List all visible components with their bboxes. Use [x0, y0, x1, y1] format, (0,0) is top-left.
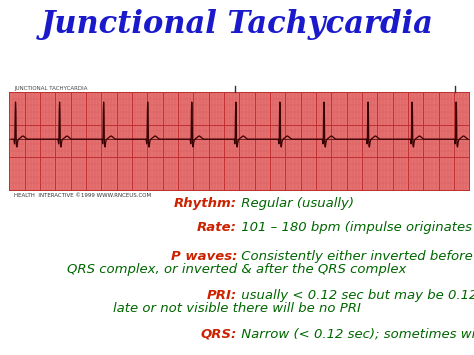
- Text: 101 – 180 bpm (impulse originates from AV junction): 101 – 180 bpm (impulse originates from A…: [237, 221, 474, 234]
- Text: QRS:: QRS:: [201, 327, 237, 340]
- Text: QRS complex, or inverted & after the QRS complex: QRS complex, or inverted & after the QRS…: [67, 263, 407, 276]
- Text: Junctional Tachycardia: Junctional Tachycardia: [41, 9, 433, 40]
- Text: Regular (usually): Regular (usually): [237, 197, 354, 210]
- Text: Consistently either inverted before QRS, hidden in: Consistently either inverted before QRS,…: [237, 250, 474, 263]
- Text: usually < 0.12 sec but may be 0.12 – 0.20 sec; if P wave is: usually < 0.12 sec but may be 0.12 – 0.2…: [237, 289, 474, 302]
- Text: P waves:: P waves:: [171, 250, 237, 263]
- Text: late or not visible there will be no PRI: late or not visible there will be no PRI: [113, 302, 361, 315]
- Text: PRI:: PRI:: [207, 289, 237, 302]
- Text: Rhythm:: Rhythm:: [174, 197, 237, 210]
- Text: HEALTH  INTERACTIVE ©1999 WWW.RNCEUS.COM: HEALTH INTERACTIVE ©1999 WWW.RNCEUS.COM: [14, 193, 151, 198]
- Text: Narrow (< 0.12 sec); sometimes wide: Narrow (< 0.12 sec); sometimes wide: [237, 327, 474, 340]
- FancyBboxPatch shape: [9, 92, 469, 190]
- Text: Rate:: Rate:: [197, 221, 237, 234]
- Text: JUNCTIONAL TACHYCARDIA: JUNCTIONAL TACHYCARDIA: [14, 86, 88, 91]
